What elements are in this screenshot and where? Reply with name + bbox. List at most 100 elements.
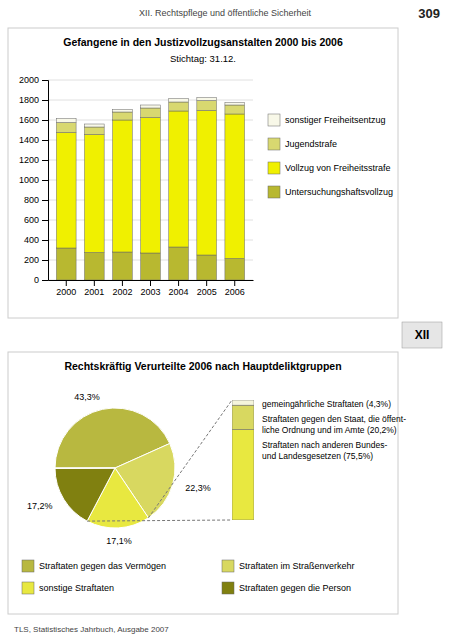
- tick-label: 2005: [197, 287, 217, 297]
- segment-label-line: gemeingährliche Straftaten (4,3%): [262, 399, 391, 409]
- bar-segment: [169, 247, 189, 280]
- tick: 2006: [225, 280, 245, 297]
- legend-label: Straftaten gegen das Vermögen: [39, 561, 166, 571]
- tick-label: 400: [24, 235, 39, 245]
- bar-segment: [232, 405, 254, 429]
- grid-line: [48, 80, 253, 81]
- page-tab-box: [402, 322, 442, 348]
- legend-label: Jugendstrafe: [285, 139, 337, 149]
- tick-mark: [42, 180, 48, 181]
- tick-mark: [66, 280, 67, 286]
- legend-swatch: [222, 582, 234, 594]
- tick-label: 1400: [19, 135, 39, 145]
- tick: 800: [24, 195, 48, 205]
- segment-label: Straftaten gegen den Staat, die öffent-l…: [262, 414, 406, 435]
- chart-svg: XII. Rechtspflege und öffentliche Sicher…: [0, 0, 450, 640]
- tick: 2005: [197, 280, 217, 297]
- tick: 0: [34, 275, 48, 285]
- bar-segment: [85, 253, 105, 281]
- legend-label: Untersuchungshaftsvollzug: [285, 187, 393, 197]
- tick-mark: [122, 280, 123, 286]
- tick-mark: [42, 120, 48, 121]
- bars: [56, 98, 244, 281]
- tick-mark: [42, 80, 48, 81]
- bar-segment: [113, 120, 133, 252]
- tick-label: 200: [24, 255, 39, 265]
- tick-mark: [42, 140, 48, 141]
- connectors: [87, 400, 232, 521]
- x-axis: 2000200120022003200420052006: [49, 280, 254, 297]
- tick-mark: [94, 280, 95, 286]
- tick-mark: [234, 280, 235, 286]
- bar-segment: [85, 127, 105, 135]
- legend-swatch: [22, 560, 34, 572]
- page: XII. Rechtspflege und öffentliche Sicher…: [0, 0, 450, 640]
- bar-segment: [141, 105, 161, 108]
- bar-segment: [197, 111, 217, 256]
- bar-segment: [197, 101, 217, 111]
- segment-labels: gemeingährliche Straftaten (4,3%) Strafta…: [262, 399, 406, 461]
- legend: sonstiger Freiheitsentzug Jugendstrafe Vol…: [268, 114, 393, 198]
- bar-segment: [56, 133, 76, 249]
- tick: 600: [24, 215, 48, 225]
- legend-swatch: [22, 582, 34, 594]
- tick-label: 1200: [19, 155, 39, 165]
- bar-segment: [197, 98, 217, 101]
- segment-label: gemeingährliche Straftaten (4,3%): [262, 399, 391, 409]
- bar-segment: [225, 103, 245, 106]
- chart-title: Rechtskräftig Verurteilte 2006 nach Haup…: [64, 360, 341, 372]
- tick: 2001: [84, 280, 104, 297]
- bar-segment: [141, 108, 161, 118]
- segment-label: Straftaten nach anderen Bundes-und Lande…: [262, 440, 387, 461]
- bar-segment: [225, 259, 245, 281]
- data-label: 22,3%: [185, 483, 211, 493]
- legend: Straftaten gegen das Vermögen Straftaten …: [22, 560, 355, 594]
- tick-label: 2003: [140, 287, 160, 297]
- data-label: 43,3%: [74, 392, 100, 402]
- pie-slice: [55, 468, 115, 521]
- bar-segment: [141, 118, 161, 254]
- connector: [148, 400, 232, 518]
- legend-swatch: [268, 138, 280, 150]
- tick-label: 0: [34, 275, 39, 285]
- legend-label: sonstige Straftaten: [39, 583, 114, 593]
- tick-label: 2006: [225, 287, 245, 297]
- tick: 2000: [19, 75, 48, 85]
- tick-label: 2004: [169, 287, 189, 297]
- tick: 1400: [19, 135, 48, 145]
- tick-mark: [42, 280, 48, 281]
- bar-segment: [225, 114, 245, 259]
- tick: 200: [24, 255, 48, 265]
- tick-mark: [42, 200, 48, 201]
- tick-label: 1800: [19, 95, 39, 105]
- tick: 1200: [19, 155, 48, 165]
- tick-mark: [42, 220, 48, 221]
- tick-label: 600: [24, 215, 39, 225]
- legend-label: sonstiger Freiheitsentzug: [285, 115, 386, 125]
- tick-label: 1000: [19, 175, 39, 185]
- tick-label: 2000: [19, 75, 39, 85]
- panel: [8, 352, 398, 614]
- bar-segment: [225, 105, 245, 114]
- legend-label: Vollzug von Freiheitsstrafe: [285, 163, 391, 173]
- bar-segment: [56, 123, 76, 133]
- grid-line: [48, 100, 253, 101]
- legend-label: Straftaten gegen die Person: [239, 583, 351, 593]
- tick: 400: [24, 235, 48, 245]
- bar-segment: [169, 111, 189, 247]
- bar-segment: [85, 124, 105, 127]
- page-number: 309: [418, 6, 440, 21]
- tick-label: 2002: [112, 287, 132, 297]
- bar-segment: [85, 135, 105, 253]
- chart-title: Gefangene in den Justizvollzugsanstalten…: [63, 36, 343, 48]
- segment-label-line: Straftaten gegen den Staat, die öffent-: [262, 414, 406, 424]
- bar-segment: [113, 252, 133, 280]
- data-label: 17,2%: [27, 501, 53, 511]
- tick-mark: [178, 280, 179, 286]
- bar-segment: [113, 112, 133, 120]
- panel: [8, 28, 398, 318]
- tick-mark: [150, 280, 151, 286]
- tick-mark: [206, 280, 207, 286]
- pie-slice: [55, 468, 115, 469]
- legend-swatch: [268, 186, 280, 198]
